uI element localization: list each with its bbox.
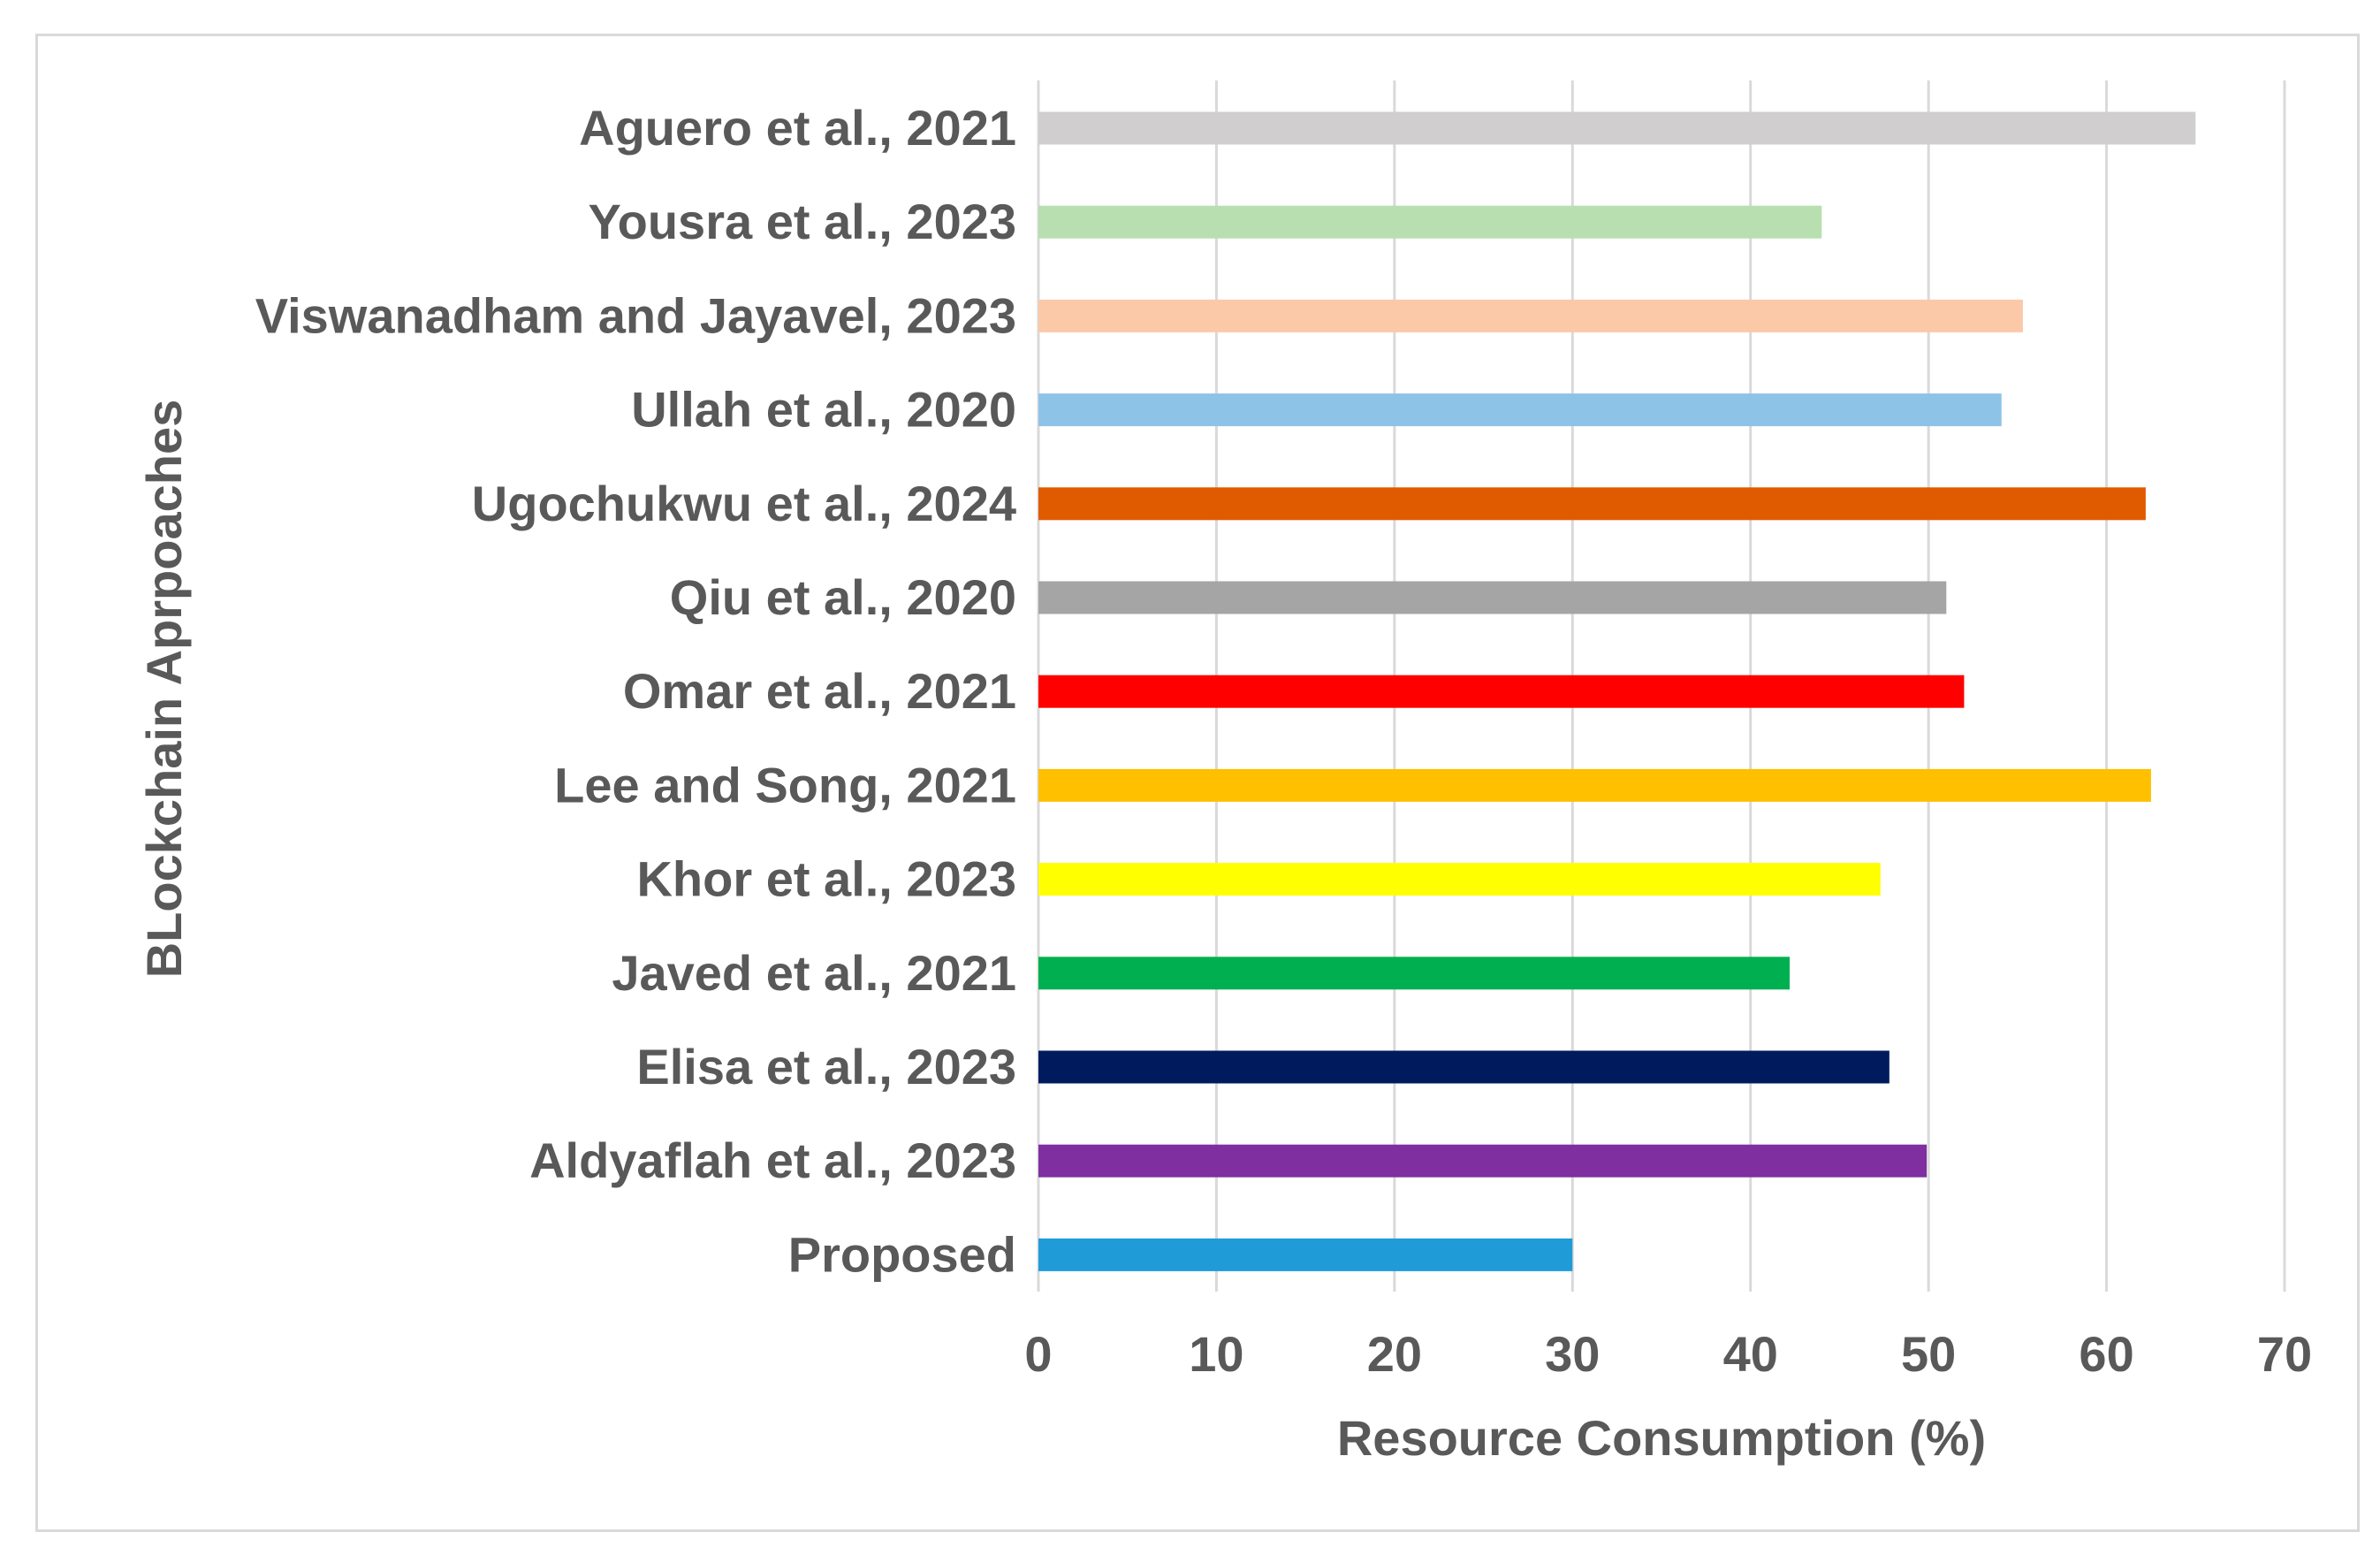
bar bbox=[1038, 863, 1881, 896]
category-label: Qiu et al., 2020 bbox=[670, 569, 1016, 625]
category-label: Aguero et al., 2021 bbox=[579, 100, 1016, 156]
bar bbox=[1038, 768, 2151, 802]
bar bbox=[1038, 205, 1822, 239]
category-label: Viswanadham and Jayavel, 2023 bbox=[255, 287, 1016, 343]
bar bbox=[1038, 1050, 1890, 1084]
category-label: Ugochukwu et al., 2024 bbox=[472, 476, 1016, 531]
bars bbox=[1038, 111, 2196, 1271]
bar bbox=[1038, 675, 1965, 708]
x-tick-label: 50 bbox=[1901, 1326, 1956, 1382]
x-tick-label: 40 bbox=[1723, 1326, 1778, 1382]
x-tick-label: 60 bbox=[2079, 1326, 2133, 1382]
x-tick-labels: 0 10 20 30 40 50 60 70 bbox=[1024, 1326, 2312, 1382]
category-labels: Aguero et al., 2021 Yousra et al., 2023 Vi… bbox=[255, 100, 1016, 1282]
category-label: Lee and Song, 2021 bbox=[554, 757, 1016, 812]
bar bbox=[1038, 487, 2146, 521]
bar bbox=[1038, 393, 2002, 427]
x-tick-label: 0 bbox=[1024, 1326, 1052, 1382]
y-axis-title: BLockchain Aprpoaches bbox=[136, 400, 192, 979]
category-label: Javed et al., 2021 bbox=[612, 945, 1016, 1001]
category-label: Khor et al., 2023 bbox=[636, 851, 1016, 907]
x-axis-title: Resource Consumption (%) bbox=[1337, 1410, 1986, 1466]
x-tick-label: 10 bbox=[1189, 1326, 1243, 1382]
bar-chart: Aguero et al., 2021 Yousra et al., 2023 Vi… bbox=[136, 80, 2312, 1466]
chart-frame: Aguero et al., 2021 Yousra et al., 2023 Vi… bbox=[35, 34, 2360, 1532]
bar bbox=[1038, 1238, 1573, 1271]
category-label: Elisa et al., 2023 bbox=[636, 1039, 1016, 1094]
x-tick-label: 30 bbox=[1545, 1326, 1600, 1382]
category-label: Aldyaflah et al., 2023 bbox=[529, 1132, 1016, 1188]
category-label: Ullah et al., 2020 bbox=[631, 382, 1016, 438]
category-label: Yousra et al., 2023 bbox=[588, 194, 1016, 249]
bar bbox=[1038, 299, 2023, 332]
bar bbox=[1038, 957, 1791, 990]
bar bbox=[1038, 1144, 1928, 1178]
category-label: Omar et al., 2021 bbox=[623, 663, 1016, 719]
x-tick-label: 20 bbox=[1367, 1326, 1422, 1382]
bar bbox=[1038, 581, 1947, 614]
category-label: Proposed bbox=[788, 1226, 1016, 1282]
bar bbox=[1038, 111, 2196, 145]
x-tick-label: 70 bbox=[2257, 1326, 2312, 1382]
